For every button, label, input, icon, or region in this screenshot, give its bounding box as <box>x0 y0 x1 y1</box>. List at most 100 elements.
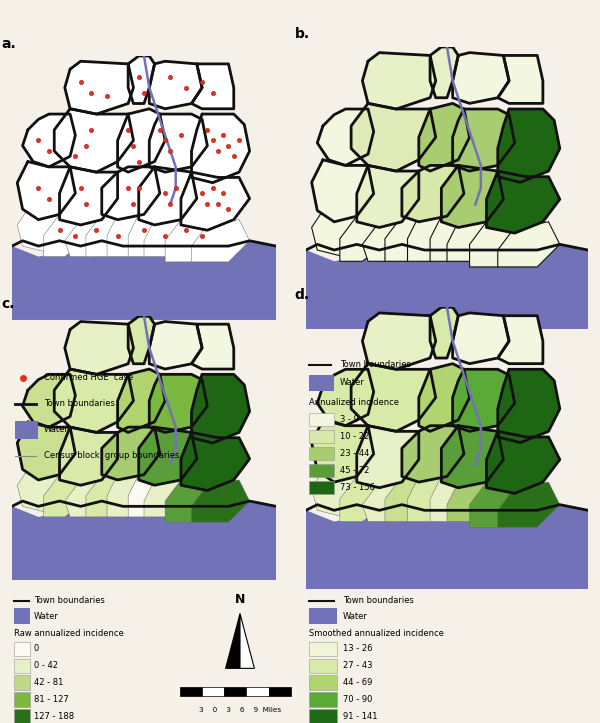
Polygon shape <box>128 215 160 257</box>
Bar <box>14 659 31 673</box>
Bar <box>309 709 337 723</box>
Polygon shape <box>470 482 520 527</box>
Polygon shape <box>191 375 250 443</box>
Text: Water: Water <box>340 378 365 388</box>
Polygon shape <box>181 172 250 230</box>
Text: 10 - 22: 10 - 22 <box>340 432 369 441</box>
Polygon shape <box>452 369 515 432</box>
Bar <box>224 687 247 696</box>
Text: N: N <box>235 593 245 606</box>
Bar <box>309 429 334 442</box>
Polygon shape <box>430 307 458 358</box>
Polygon shape <box>442 426 503 488</box>
Polygon shape <box>385 476 424 521</box>
Text: 91 - 141: 91 - 141 <box>343 712 377 721</box>
Text: 127 - 188: 127 - 188 <box>34 712 74 721</box>
Polygon shape <box>419 364 470 432</box>
Polygon shape <box>12 501 276 581</box>
Polygon shape <box>102 167 160 220</box>
Polygon shape <box>144 480 186 517</box>
Bar <box>269 687 291 696</box>
Bar <box>14 675 31 690</box>
Polygon shape <box>447 222 492 261</box>
Text: Annualized incidence: Annualized incidence <box>309 398 399 407</box>
Polygon shape <box>149 61 202 108</box>
Polygon shape <box>357 166 419 228</box>
Polygon shape <box>165 220 212 262</box>
Bar <box>309 659 337 673</box>
Polygon shape <box>191 480 250 522</box>
Polygon shape <box>351 364 436 432</box>
Text: 45 - 72: 45 - 72 <box>340 466 369 474</box>
Polygon shape <box>139 167 197 225</box>
Bar <box>247 687 269 696</box>
Polygon shape <box>128 56 155 103</box>
Text: 70 - 90: 70 - 90 <box>343 695 372 704</box>
Polygon shape <box>362 53 436 109</box>
Text: 23 - 44: 23 - 44 <box>340 449 369 458</box>
Polygon shape <box>311 210 362 256</box>
Polygon shape <box>118 369 165 432</box>
Polygon shape <box>311 471 362 516</box>
Polygon shape <box>306 505 588 589</box>
Polygon shape <box>118 108 165 172</box>
Polygon shape <box>357 426 419 488</box>
Text: 73 - 156: 73 - 156 <box>340 482 375 492</box>
Polygon shape <box>430 47 458 98</box>
Polygon shape <box>17 161 76 220</box>
Text: c.: c. <box>1 297 15 311</box>
Polygon shape <box>340 216 385 261</box>
Polygon shape <box>470 222 520 267</box>
Text: b.: b. <box>295 27 310 41</box>
Polygon shape <box>44 215 86 257</box>
Text: 27 - 43: 27 - 43 <box>343 662 372 670</box>
Bar <box>309 463 334 476</box>
Polygon shape <box>498 222 560 267</box>
Polygon shape <box>139 427 197 485</box>
Bar <box>202 687 224 696</box>
Polygon shape <box>452 313 509 364</box>
Polygon shape <box>23 375 76 427</box>
Text: 81 - 127: 81 - 127 <box>34 695 68 704</box>
Text: Smoothed annualized incidence: Smoothed annualized incidence <box>309 629 443 638</box>
Polygon shape <box>54 369 133 432</box>
Polygon shape <box>498 56 543 103</box>
Bar <box>309 693 337 707</box>
Bar <box>14 609 31 624</box>
Polygon shape <box>311 420 374 482</box>
Text: 3 - 9: 3 - 9 <box>340 415 359 424</box>
Polygon shape <box>442 166 503 228</box>
Polygon shape <box>487 432 560 493</box>
Text: Town boundaries: Town boundaries <box>343 596 413 605</box>
Text: 44 - 69: 44 - 69 <box>343 678 372 687</box>
Polygon shape <box>317 369 374 426</box>
Polygon shape <box>340 476 385 521</box>
Polygon shape <box>452 53 509 103</box>
Polygon shape <box>385 216 424 261</box>
Text: 0 - 42: 0 - 42 <box>34 662 58 670</box>
Polygon shape <box>107 215 144 257</box>
Polygon shape <box>12 241 276 320</box>
Polygon shape <box>191 64 234 108</box>
Polygon shape <box>144 220 186 257</box>
Bar <box>309 642 337 656</box>
Polygon shape <box>23 114 76 167</box>
Polygon shape <box>240 614 254 668</box>
Polygon shape <box>402 426 464 482</box>
Polygon shape <box>351 103 436 171</box>
Polygon shape <box>447 482 492 521</box>
Polygon shape <box>191 220 250 262</box>
Polygon shape <box>430 216 464 261</box>
Bar <box>309 413 334 426</box>
Bar <box>309 609 337 624</box>
Text: 13 - 26: 13 - 26 <box>343 644 372 654</box>
Polygon shape <box>407 476 447 521</box>
Polygon shape <box>498 482 560 527</box>
Text: Water: Water <box>44 425 68 435</box>
Bar <box>309 375 334 390</box>
Text: Town boundaries: Town boundaries <box>34 596 105 605</box>
Text: Confirmed HGE  case: Confirmed HGE case <box>44 373 133 382</box>
Polygon shape <box>149 375 208 432</box>
Polygon shape <box>407 216 447 261</box>
Polygon shape <box>65 61 133 114</box>
